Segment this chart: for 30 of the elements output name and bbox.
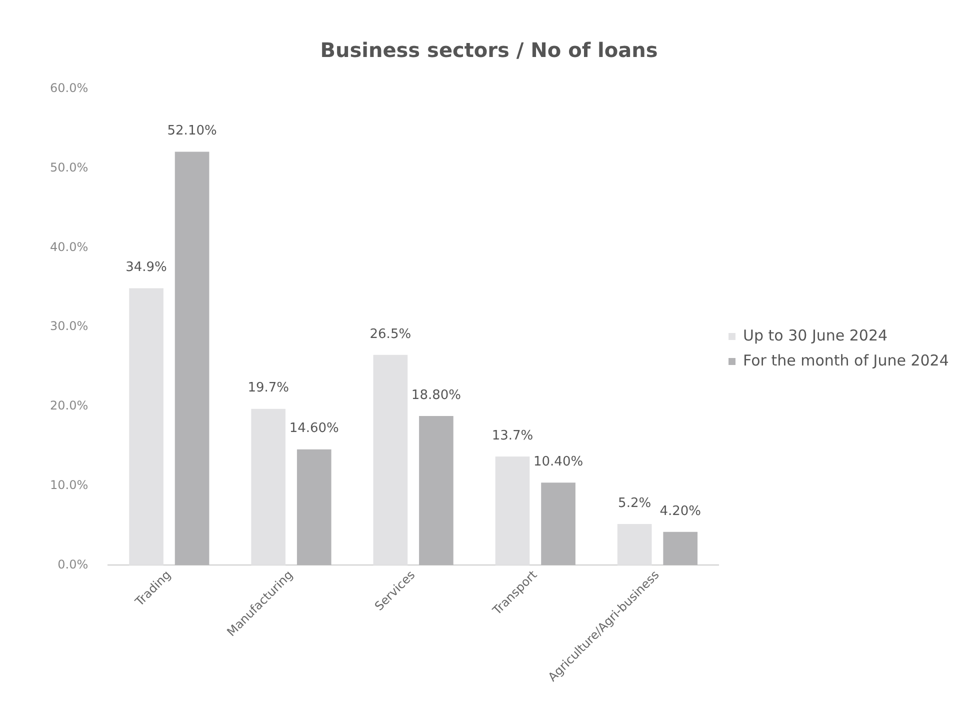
y-tick-label: 40.0% bbox=[50, 240, 88, 254]
data-label: 5.2% bbox=[618, 496, 652, 511]
bar bbox=[617, 524, 652, 566]
bar bbox=[419, 416, 454, 566]
data-label: 34.9% bbox=[126, 260, 167, 276]
chart-title: Business sectors / No of loans bbox=[320, 38, 658, 62]
bar bbox=[495, 456, 530, 566]
data-label: 26.5% bbox=[370, 326, 412, 342]
data-label: 19.7% bbox=[248, 380, 289, 396]
y-tick-label: 0.0% bbox=[58, 557, 88, 572]
bar bbox=[373, 354, 408, 566]
legend-label: For the month of June 2024 bbox=[743, 351, 949, 370]
y-tick-label: 10.0% bbox=[50, 478, 88, 492]
bar bbox=[663, 532, 698, 566]
data-label: 52.10% bbox=[167, 124, 217, 139]
data-label: 18.80% bbox=[411, 388, 461, 403]
data-label: 4.20% bbox=[660, 504, 702, 519]
bar bbox=[129, 288, 164, 566]
data-label: 10.40% bbox=[533, 454, 584, 470]
bar bbox=[174, 152, 210, 566]
y-tick-label: 20.0% bbox=[50, 398, 88, 413]
legend-label: Up to 30 June 2024 bbox=[743, 326, 888, 344]
y-tick-label: 30.0% bbox=[50, 319, 88, 334]
y-tick-label: 60.0% bbox=[50, 81, 88, 96]
bar bbox=[541, 482, 576, 566]
y-tick-label: 50.0% bbox=[50, 160, 88, 174]
bar bbox=[296, 449, 332, 566]
bar bbox=[251, 408, 286, 566]
data-label: 14.60% bbox=[289, 421, 339, 436]
data-label: 13.7% bbox=[492, 428, 534, 444]
